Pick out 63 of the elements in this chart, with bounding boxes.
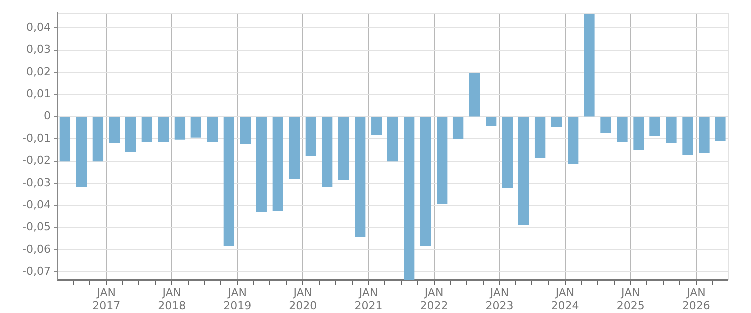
bar — [372, 117, 382, 136]
bar — [240, 117, 252, 144]
bar — [469, 73, 480, 117]
bar — [682, 117, 694, 156]
bar — [158, 117, 170, 142]
bar — [551, 117, 562, 128]
bar — [289, 117, 300, 180]
y-tick-label: -0,05 — [22, 220, 51, 234]
y-tick-label: 0,02 — [26, 65, 51, 78]
x-tick-label: JAN 2019 — [224, 286, 252, 313]
y-tick-label: -0,04 — [22, 198, 51, 212]
bar — [60, 117, 71, 162]
bar — [715, 117, 726, 142]
y-tick-label: 0 — [44, 110, 51, 123]
y-tick-label: -0,01 — [22, 132, 51, 145]
bar — [634, 117, 644, 150]
x-tick-label: JAN 2023 — [486, 286, 514, 313]
bar — [437, 117, 448, 204]
bar — [142, 117, 153, 142]
x-tick-label: JAN 2025 — [616, 286, 645, 313]
bar — [92, 117, 104, 162]
y-tick-label: 0,03 — [26, 43, 51, 56]
y-tick-label: -0,06 — [22, 242, 51, 256]
bar — [584, 13, 595, 117]
y-tick-label: 0,01 — [26, 88, 51, 101]
bar — [355, 117, 366, 238]
x-tick-label: JAN 2024 — [551, 286, 580, 313]
bar — [617, 117, 628, 142]
x-tick-label: JAN 2022 — [420, 286, 448, 313]
bar — [224, 117, 235, 246]
y-tick-label: -0,07 — [22, 265, 51, 278]
bar — [306, 117, 317, 156]
bar — [502, 117, 514, 188]
bar — [272, 117, 284, 212]
bar — [420, 117, 432, 246]
bar — [387, 117, 398, 162]
x-tick-label: JAN 2026 — [682, 286, 710, 313]
bar — [125, 117, 136, 152]
bar — [338, 117, 350, 180]
bar — [452, 117, 464, 140]
bar — [207, 117, 218, 142]
x-tick-label: JAN 2018 — [158, 286, 186, 313]
bar — [486, 117, 497, 126]
x-tick-label: JAN 2017 — [92, 286, 121, 313]
bar — [600, 117, 612, 134]
bar — [76, 117, 88, 188]
bar — [650, 117, 660, 136]
bar — [174, 117, 186, 140]
bar — [256, 117, 267, 212]
x-tick-label: JAN 2020 — [289, 286, 318, 313]
bar — [518, 117, 530, 226]
y-tick-label: -0,02 — [22, 154, 51, 168]
bar — [534, 117, 546, 158]
bar — [190, 117, 202, 138]
y-tick-label: 0,04 — [26, 20, 51, 34]
bar — [666, 117, 677, 144]
bar — [699, 117, 710, 154]
bar — [404, 117, 415, 280]
bar — [322, 117, 333, 188]
x-tick-label: JAN 2021 — [354, 286, 383, 313]
y-tick-label: -0,03 — [22, 176, 51, 190]
bar — [568, 117, 579, 164]
bar — [109, 117, 120, 143]
